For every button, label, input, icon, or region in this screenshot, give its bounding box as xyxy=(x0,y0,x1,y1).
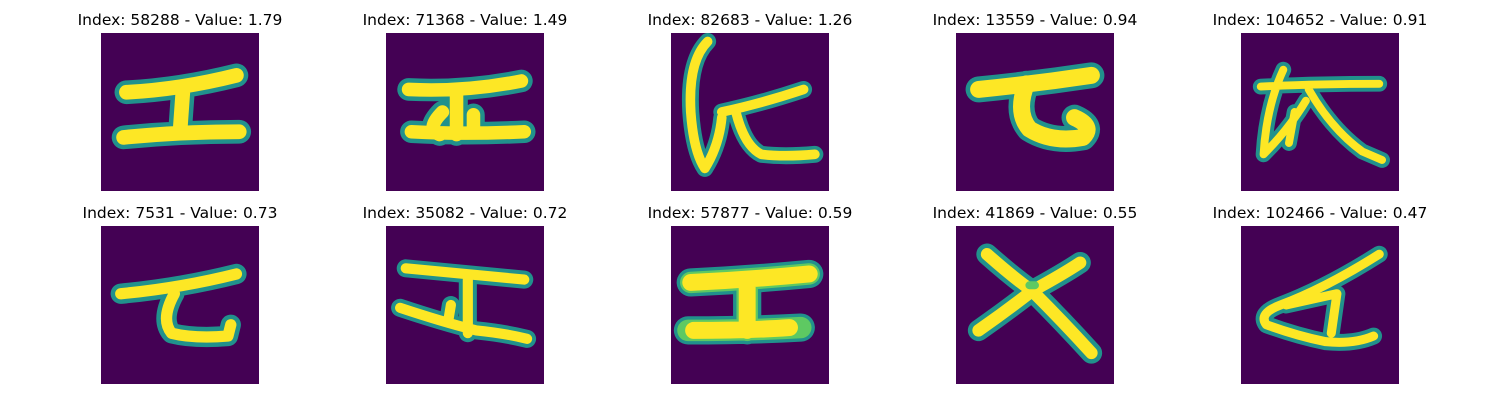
glyph-strokes xyxy=(1252,61,1390,168)
panel-9: Index: 41869 - Value: 0.55 xyxy=(920,202,1150,392)
panel-title: Index: 13559 - Value: 0.94 xyxy=(932,11,1138,29)
glyph-image xyxy=(1241,33,1399,191)
glyph-strokes xyxy=(673,259,824,345)
panel-title: Index: 102466 - Value: 0.47 xyxy=(1212,204,1428,222)
glyph-strokes xyxy=(967,243,1103,364)
panel-3: Index: 82683 - Value: 1.26 xyxy=(635,9,865,199)
glyph-strokes xyxy=(391,259,537,348)
panel-6: Index: 7531 - Value: 0.73 xyxy=(65,202,295,392)
glyph-strokes xyxy=(397,69,536,146)
panel-title: Index: 57877 - Value: 0.59 xyxy=(647,204,853,222)
glyph-strokes xyxy=(965,62,1105,152)
panel-title: Index: 35082 - Value: 0.72 xyxy=(362,204,568,222)
panel-title: Index: 41869 - Value: 0.55 xyxy=(932,204,1138,222)
glyph-image xyxy=(956,226,1114,384)
panel-8: Index: 57877 - Value: 0.59 xyxy=(635,202,865,392)
glyph-strokes xyxy=(681,33,824,177)
glyph-strokes xyxy=(1255,245,1388,351)
panel-5: Index: 104652 - Value: 0.91 xyxy=(1205,9,1435,199)
glyph-image xyxy=(671,33,829,191)
panel-7: Index: 35082 - Value: 0.72 xyxy=(350,202,580,392)
glyph-image xyxy=(386,226,544,384)
panel-1: Index: 58288 - Value: 1.79 xyxy=(65,9,295,199)
glyph-strokes xyxy=(111,63,252,150)
glyph-image xyxy=(1241,226,1399,384)
panel-title: Index: 82683 - Value: 1.26 xyxy=(647,11,853,29)
glyph-image xyxy=(101,226,259,384)
glyph-image xyxy=(101,33,259,191)
panel-2: Index: 71368 - Value: 1.49 xyxy=(350,9,580,199)
glyph-image xyxy=(386,33,544,191)
glyph-image xyxy=(671,226,829,384)
glyph-image xyxy=(956,33,1114,191)
panel-4: Index: 13559 - Value: 0.94 xyxy=(920,9,1150,199)
panel-title: Index: 71368 - Value: 1.49 xyxy=(362,11,568,29)
glyph-strokes xyxy=(110,263,247,348)
panel-title: Index: 104652 - Value: 0.91 xyxy=(1212,11,1428,29)
panel-title: Index: 58288 - Value: 1.79 xyxy=(77,11,283,29)
panel-title: Index: 7531 - Value: 0.73 xyxy=(82,204,278,222)
panel-10: Index: 102466 - Value: 0.47 xyxy=(1205,202,1435,392)
